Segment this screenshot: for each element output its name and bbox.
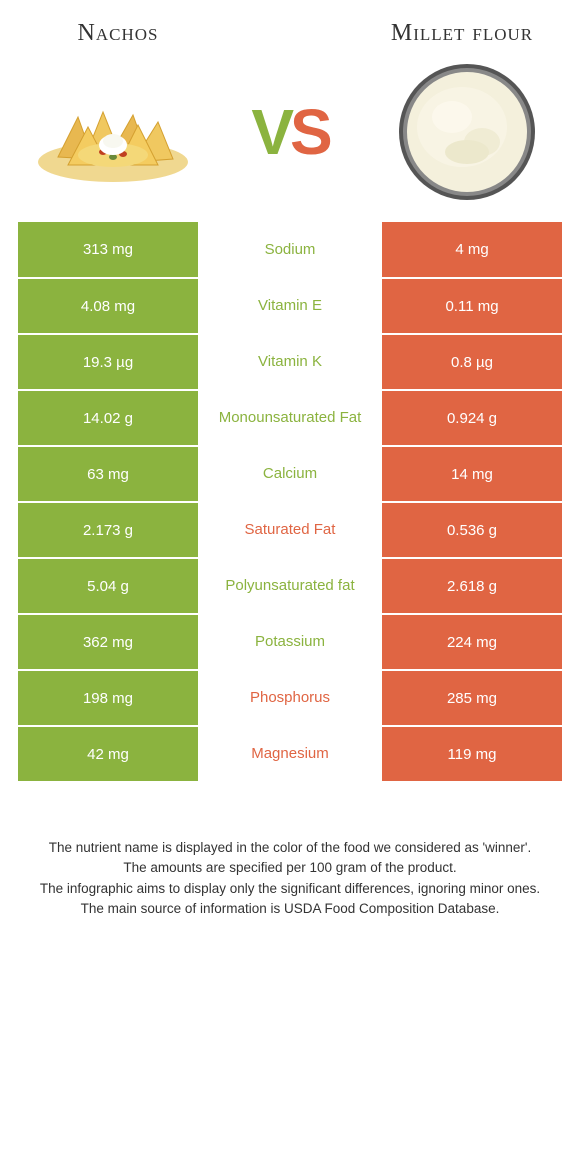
table-row: 4.08 mgVitamin E0.11 mg	[18, 278, 562, 334]
nutrient-name: Polyunsaturated fat	[198, 558, 382, 614]
left-value: 19.3 µg	[18, 334, 198, 390]
left-value: 362 mg	[18, 614, 198, 670]
right-value: 14 mg	[382, 446, 562, 502]
vs-row: VS	[18, 67, 562, 197]
table-row: 42 mgMagnesium119 mg	[18, 726, 562, 782]
footer-line: The main source of information is USDA F…	[20, 899, 560, 919]
footer-line: The infographic aims to display only the…	[20, 879, 560, 899]
nutrient-name: Vitamin K	[198, 334, 382, 390]
nutrient-name: Calcium	[198, 446, 382, 502]
right-value: 4 mg	[382, 222, 562, 278]
nutrient-name: Vitamin E	[198, 278, 382, 334]
table-row: 313 mgSodium4 mg	[18, 222, 562, 278]
left-value: 2.173 g	[18, 502, 198, 558]
table-row: 5.04 gPolyunsaturated fat2.618 g	[18, 558, 562, 614]
food-left-title: Nachos	[18, 20, 218, 47]
nutrient-name: Phosphorus	[198, 670, 382, 726]
nutrient-name: Saturated Fat	[198, 502, 382, 558]
footer-line: The amounts are specified per 100 gram o…	[20, 858, 560, 878]
table-row: 14.02 gMonounsaturated Fat0.924 g	[18, 390, 562, 446]
footer-notes: The nutrient name is displayed in the co…	[0, 783, 580, 939]
right-value: 2.618 g	[382, 558, 562, 614]
right-value: 0.11 mg	[382, 278, 562, 334]
table-row: 2.173 gSaturated Fat0.536 g	[18, 502, 562, 558]
right-value: 0.924 g	[382, 390, 562, 446]
table-row: 19.3 µgVitamin K0.8 µg	[18, 334, 562, 390]
nutrient-name: Sodium	[198, 222, 382, 278]
vs-label: VS	[251, 95, 328, 169]
food-right-image	[382, 67, 552, 197]
table-row: 362 mgPotassium224 mg	[18, 614, 562, 670]
right-value: 285 mg	[382, 670, 562, 726]
right-value: 224 mg	[382, 614, 562, 670]
food-left-image	[28, 67, 198, 197]
left-value: 63 mg	[18, 446, 198, 502]
nutrient-name: Potassium	[198, 614, 382, 670]
left-value: 5.04 g	[18, 558, 198, 614]
food-right-title: Millet flour	[362, 20, 562, 47]
left-value: 313 mg	[18, 222, 198, 278]
nutrient-name: Magnesium	[198, 726, 382, 782]
table-row: 63 mgCalcium14 mg	[18, 446, 562, 502]
right-value: 119 mg	[382, 726, 562, 782]
right-value: 0.8 µg	[382, 334, 562, 390]
nutrient-name: Monounsaturated Fat	[198, 390, 382, 446]
table-row: 198 mgPhosphorus285 mg	[18, 670, 562, 726]
comparison-table: 313 mgSodium4 mg4.08 mgVitamin E0.11 mg1…	[18, 222, 562, 783]
left-value: 42 mg	[18, 726, 198, 782]
left-value: 4.08 mg	[18, 278, 198, 334]
footer-line: The nutrient name is displayed in the co…	[20, 838, 560, 858]
left-value: 14.02 g	[18, 390, 198, 446]
header-row: Nachos Millet flour	[18, 20, 562, 47]
right-value: 0.536 g	[382, 502, 562, 558]
left-value: 198 mg	[18, 670, 198, 726]
